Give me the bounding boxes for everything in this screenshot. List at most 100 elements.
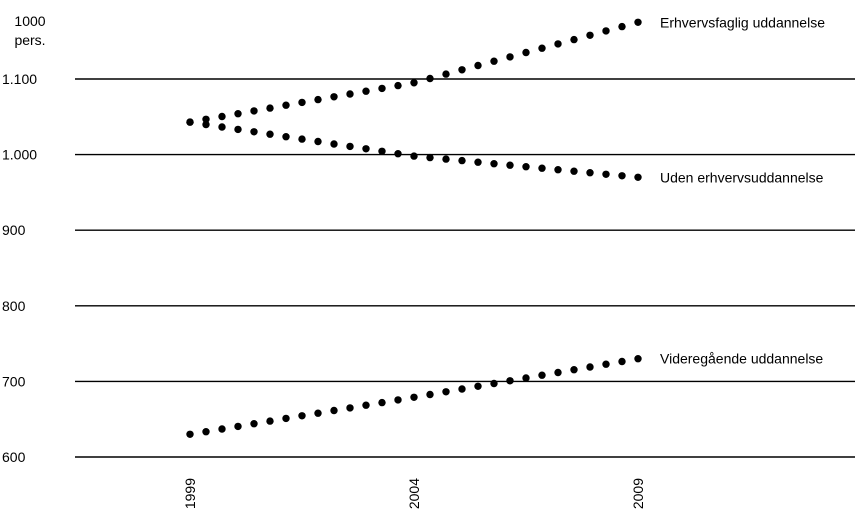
data-point	[458, 66, 466, 74]
data-point	[250, 107, 258, 115]
data-point	[618, 357, 626, 366]
data-point	[490, 57, 498, 65]
data-point	[506, 377, 514, 385]
data-point	[554, 368, 562, 377]
data-point	[330, 93, 338, 101]
data-point	[506, 161, 514, 169]
data-point	[522, 374, 530, 382]
y-tick-label: 1.000	[2, 147, 37, 163]
data-point	[282, 133, 290, 141]
data-point	[218, 112, 226, 121]
data-point	[298, 135, 306, 143]
y-tick-label: 800	[2, 298, 26, 314]
data-point	[506, 53, 514, 61]
data-point	[554, 40, 562, 48]
y-tick-label: 600	[2, 449, 26, 465]
gridlines	[75, 78, 855, 458]
data-point	[602, 360, 610, 368]
data-point	[202, 120, 210, 129]
y-unit-line-2: pers.	[14, 32, 45, 48]
data-point	[266, 104, 274, 112]
data-point	[234, 422, 242, 431]
data-point	[602, 170, 610, 178]
series-label-2: Uden erhvervsuddannelse	[660, 169, 824, 185]
data-point	[394, 81, 402, 90]
data-point	[234, 125, 242, 134]
data-point	[314, 137, 322, 146]
data-point	[586, 31, 594, 39]
y-tick-label: 900	[2, 222, 26, 238]
data-point	[634, 18, 642, 26]
data-point	[250, 128, 258, 136]
data-point	[570, 167, 578, 175]
y-tick-label: 1.100	[2, 71, 37, 87]
data-point	[234, 110, 242, 118]
x-tick-label: 1999	[182, 478, 198, 509]
series-3	[186, 355, 642, 438]
x-tick-label: 2004	[406, 478, 422, 509]
data-point	[202, 428, 210, 436]
data-point	[426, 74, 434, 83]
data-point	[346, 404, 354, 412]
data-point	[490, 379, 498, 388]
data-point	[426, 153, 434, 162]
data-point	[298, 412, 306, 420]
data-point	[362, 145, 370, 153]
data-point	[410, 393, 418, 401]
data-point	[474, 382, 482, 390]
data-point	[186, 430, 194, 438]
data-point	[522, 163, 530, 171]
data-point	[314, 409, 322, 417]
data-point	[282, 101, 290, 109]
data-point	[474, 158, 482, 166]
data-point	[490, 160, 498, 168]
data-point	[442, 70, 450, 78]
data-point	[330, 406, 338, 415]
data-point	[378, 147, 386, 155]
data-point	[218, 425, 226, 433]
data-points	[186, 18, 642, 438]
data-point	[394, 396, 402, 404]
data-point	[218, 123, 226, 131]
data-point	[570, 35, 578, 44]
x-axis-ticks: 1999 2004 2009	[182, 478, 646, 509]
data-point	[378, 84, 386, 93]
data-point	[314, 95, 322, 104]
data-point	[266, 417, 274, 425]
series-label-1: Erhvervsfaglig uddannelse	[660, 14, 825, 30]
data-point	[282, 414, 290, 423]
data-point	[378, 398, 386, 407]
data-point	[538, 164, 546, 172]
data-point	[362, 87, 370, 95]
data-point	[634, 173, 642, 181]
y-unit-label: 1000 pers.	[14, 13, 45, 48]
data-point	[538, 371, 546, 379]
data-point	[362, 401, 370, 409]
data-point	[410, 79, 418, 87]
data-point	[458, 385, 466, 393]
y-tick-label: 700	[2, 373, 26, 389]
data-point	[266, 130, 274, 138]
data-point	[186, 118, 194, 126]
y-unit-line-1: 1000	[14, 13, 45, 29]
data-point	[618, 172, 626, 180]
data-point	[346, 90, 354, 98]
data-point	[410, 152, 418, 160]
x-tick-label: 2009	[630, 478, 646, 509]
data-point	[298, 98, 306, 107]
series-1	[186, 18, 642, 126]
series-label-3: Videregående uddannelse	[660, 351, 823, 367]
series-2	[186, 118, 642, 181]
data-point	[458, 156, 466, 165]
data-point	[426, 390, 434, 399]
data-point	[250, 420, 258, 428]
y-axis-ticks: 600 700 800 900 1.000 1.100	[2, 71, 37, 465]
series-labels: Erhvervsfaglig uddannelse Uden erhvervsud…	[660, 14, 825, 366]
data-point	[522, 48, 530, 57]
data-point	[634, 355, 642, 363]
data-point	[474, 61, 482, 70]
data-point	[602, 27, 610, 35]
data-point	[442, 155, 450, 163]
data-point	[346, 142, 354, 151]
